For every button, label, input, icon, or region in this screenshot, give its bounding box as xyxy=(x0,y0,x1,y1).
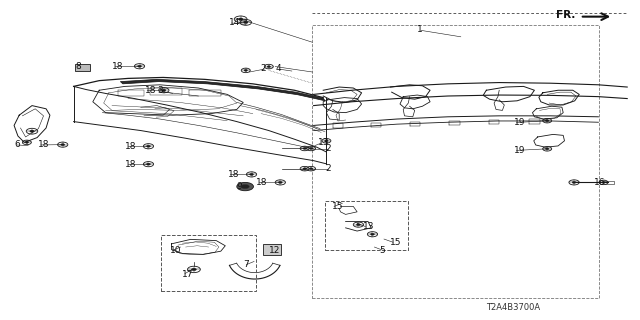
Text: 19: 19 xyxy=(514,118,525,127)
Text: 18: 18 xyxy=(256,178,268,187)
Circle shape xyxy=(356,224,360,226)
Circle shape xyxy=(244,69,248,71)
Circle shape xyxy=(237,182,253,191)
Text: 18: 18 xyxy=(125,142,137,151)
Circle shape xyxy=(238,18,243,20)
Circle shape xyxy=(545,120,549,122)
Text: 18: 18 xyxy=(145,86,156,95)
Text: 9: 9 xyxy=(237,182,243,191)
Circle shape xyxy=(244,21,248,23)
Text: 13: 13 xyxy=(363,222,374,231)
Circle shape xyxy=(250,173,253,175)
Circle shape xyxy=(241,184,250,189)
Circle shape xyxy=(278,181,282,183)
Circle shape xyxy=(324,140,328,142)
Text: 18: 18 xyxy=(112,62,124,71)
FancyBboxPatch shape xyxy=(75,64,90,71)
Circle shape xyxy=(545,148,549,150)
Circle shape xyxy=(30,130,34,132)
Text: 15: 15 xyxy=(390,238,402,247)
Text: 2: 2 xyxy=(325,164,331,173)
Circle shape xyxy=(25,141,29,143)
Circle shape xyxy=(61,144,65,146)
Text: 10: 10 xyxy=(170,246,181,255)
Text: 19: 19 xyxy=(514,146,525,155)
Bar xyxy=(325,201,408,250)
Text: 18: 18 xyxy=(228,170,239,179)
Circle shape xyxy=(147,163,150,165)
Text: 18: 18 xyxy=(125,160,137,169)
Text: 17: 17 xyxy=(182,270,194,279)
Text: 15: 15 xyxy=(332,202,343,211)
Text: 3: 3 xyxy=(157,86,163,95)
Circle shape xyxy=(602,181,605,183)
Circle shape xyxy=(267,66,271,68)
Text: 2: 2 xyxy=(325,144,331,153)
Text: T2A4B3700A: T2A4B3700A xyxy=(486,303,541,312)
Text: 8: 8 xyxy=(76,62,81,71)
Text: FR.: FR. xyxy=(556,10,575,20)
Bar xyxy=(312,25,599,298)
Circle shape xyxy=(309,168,313,170)
Circle shape xyxy=(371,233,374,235)
Circle shape xyxy=(572,181,576,183)
Text: 18: 18 xyxy=(38,140,50,149)
Text: 5: 5 xyxy=(380,246,385,255)
Text: 12: 12 xyxy=(269,246,280,255)
Text: 1: 1 xyxy=(417,25,423,34)
Circle shape xyxy=(303,148,307,149)
Circle shape xyxy=(147,145,150,147)
Text: 2: 2 xyxy=(260,64,266,73)
Text: 16: 16 xyxy=(594,178,605,187)
Circle shape xyxy=(138,65,141,67)
Text: 7: 7 xyxy=(243,260,249,269)
Circle shape xyxy=(309,148,313,149)
FancyBboxPatch shape xyxy=(263,244,281,255)
Text: 6: 6 xyxy=(14,140,20,149)
Circle shape xyxy=(191,268,196,271)
Circle shape xyxy=(303,168,307,170)
Circle shape xyxy=(162,89,166,91)
Bar xyxy=(161,235,256,291)
Text: 4: 4 xyxy=(275,64,281,73)
Text: 14: 14 xyxy=(229,18,241,27)
Text: 13: 13 xyxy=(318,138,330,147)
Polygon shape xyxy=(120,79,325,101)
